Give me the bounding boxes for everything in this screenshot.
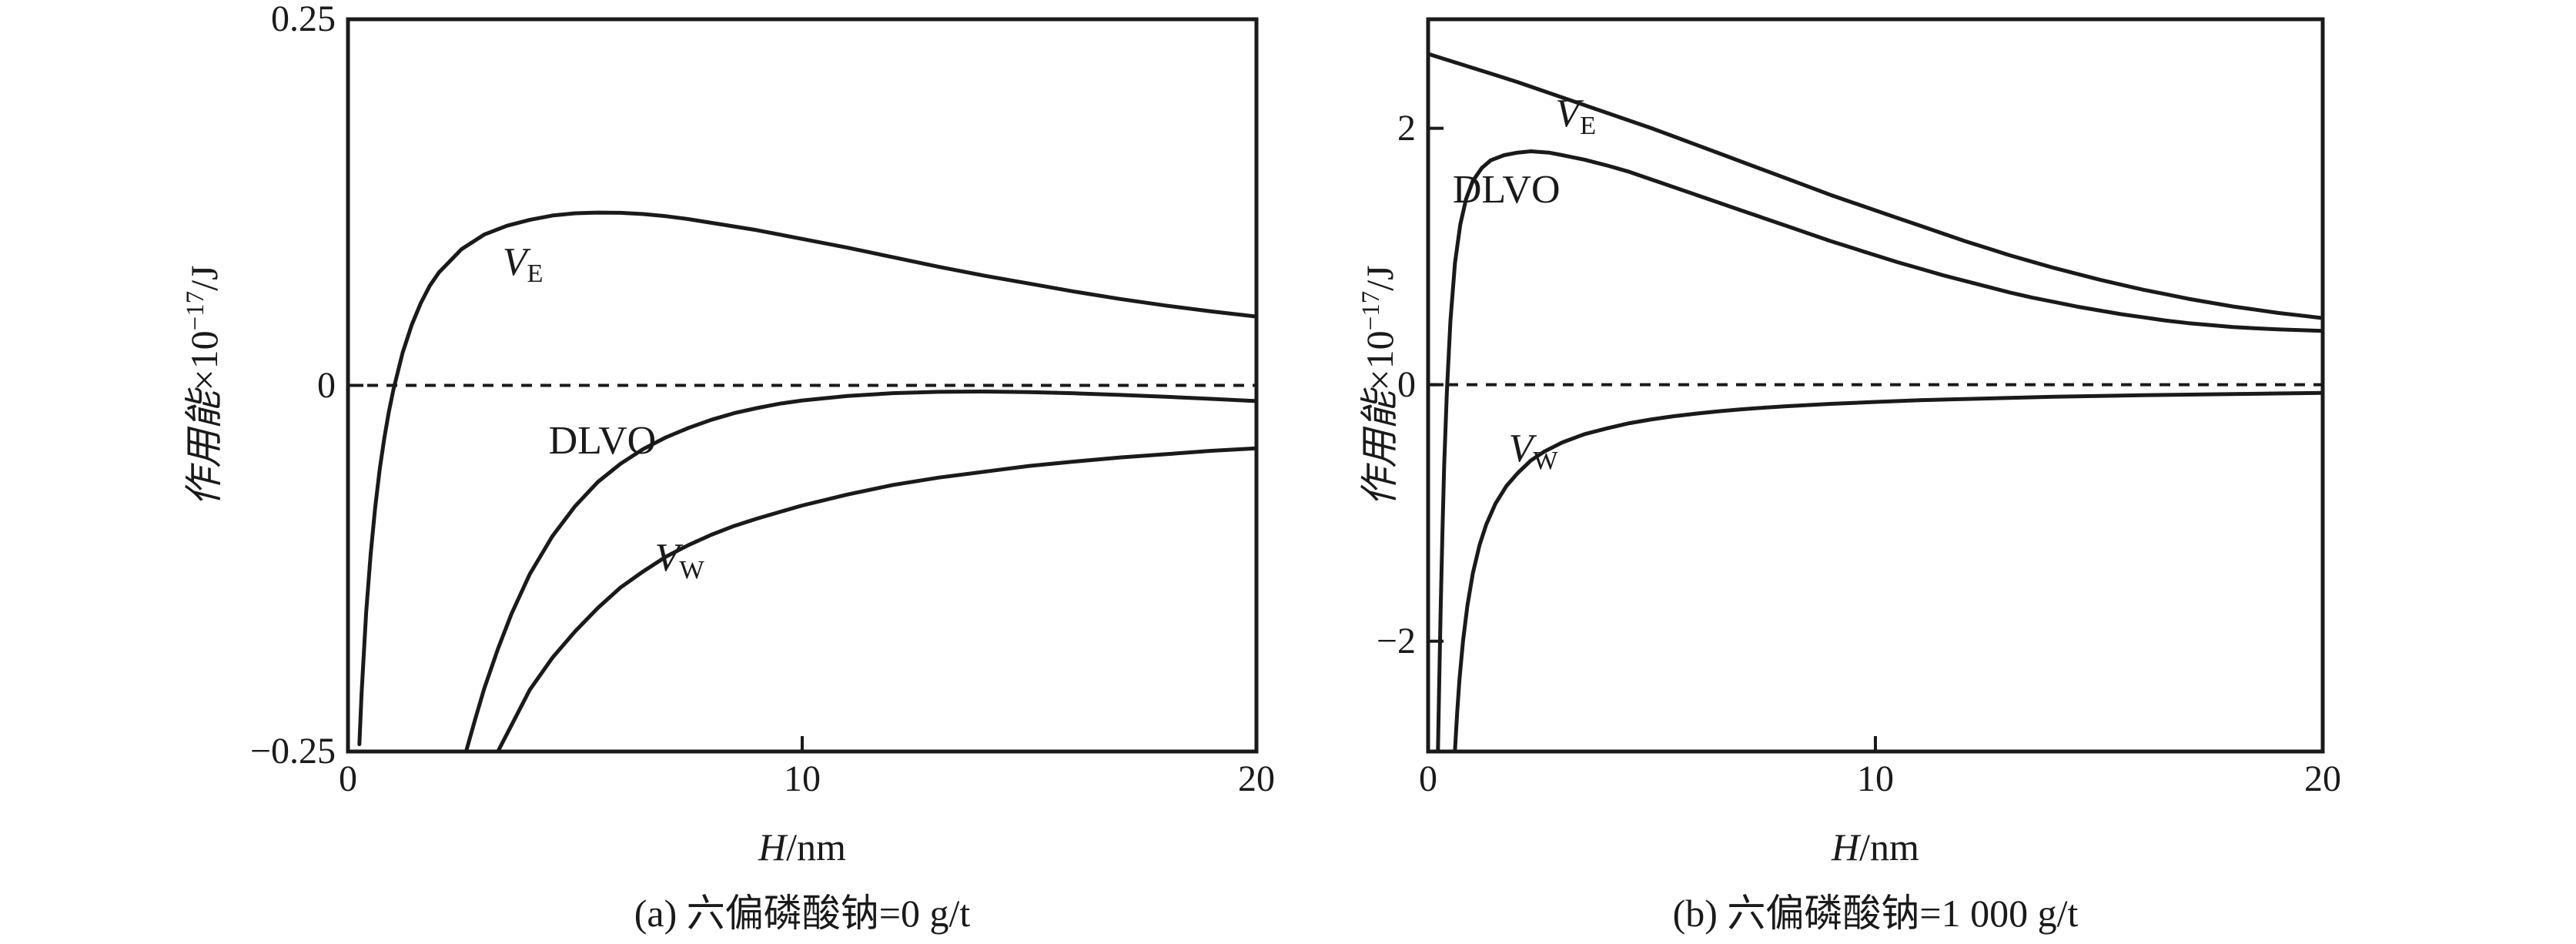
x-axis-label: H/nm [1832,828,1919,866]
curve-label-VE-sub: E [527,259,544,289]
y-axis-label: 作用能×10−17/J [181,264,226,507]
x-axis-variable: H [1832,825,1860,869]
curve-label-VE-sub: E [1580,110,1597,140]
y-axis-label-cjk: 作用能 [1358,390,1401,507]
curve-label-DLVO: DLVO [548,418,657,463]
curve-VE-a [357,210,1259,746]
x-tick-label: 10 [1857,758,1894,799]
y-axis-label: 作用能×10−17/J [1357,264,1401,507]
x-tick-label: 20 [1238,758,1275,799]
curve-label-VE: VE [1555,92,1596,139]
curve-DLVO-a [463,390,1259,754]
curve-label-DLVO: DLVO [1452,167,1561,212]
x-axis-unit: /nm [786,825,846,869]
y-axis-label-base: ×10 [182,330,226,391]
curve-VE-b [1426,52,2325,320]
curve-label-VW: VW [654,535,704,582]
x-tick-label: 10 [784,758,821,799]
curve-VW-b [1453,390,2325,752]
y-tick-label: 0.25 [271,0,336,39]
curve-label-VE-main: V [502,239,527,284]
curve-label-DLVO-main: DLVO [1452,167,1561,212]
curve-label-DLVO-main: DLVO [548,418,657,463]
x-axis-variable: H [758,825,787,869]
x-tick-label: 20 [2304,758,2341,799]
curve-VW-a [496,446,1259,754]
curve-DLVO-b [1436,149,2325,752]
y-axis-label-exponent: −17 [1357,290,1385,330]
curve-label-VW-sub: W [679,554,704,584]
x-axis-label: H/nm [758,828,846,866]
curve-label-VW-sub: W [1533,445,1558,475]
curve-label-VW: VW [1508,426,1557,473]
y-tick-label: 0 [317,364,336,406]
y-tick-label: −0.25 [249,731,336,772]
y-axis-label-base: ×10 [1358,330,1401,391]
panel-caption-a: (a) 六偏磷酸钠=0 g/t [634,892,971,935]
x-tick-label: 0 [339,758,357,799]
curve-label-VE-main: V [1555,92,1581,136]
curve-label-VW-main: V [654,535,680,580]
y-axis-label-exponent: −17 [181,290,209,330]
y-axis-label-unit: /J [182,264,226,291]
y-axis-label-cjk: 作用能 [182,390,226,507]
curve-label-VW-main: V [1508,426,1534,470]
y-tick-label: 0 [1397,363,1416,405]
curve-label-VE: VE [502,239,544,286]
y-axis-label-unit: /J [1358,264,1401,291]
x-axis-unit: /nm [1859,825,1919,869]
panel-caption-b: (b) 六偏磷酸钠=1 000 g/t [1672,892,2079,935]
y-tick-label: −2 [1376,620,1416,661]
y-tick-label: 2 [1397,107,1416,149]
x-tick-label: 0 [1419,758,1437,799]
